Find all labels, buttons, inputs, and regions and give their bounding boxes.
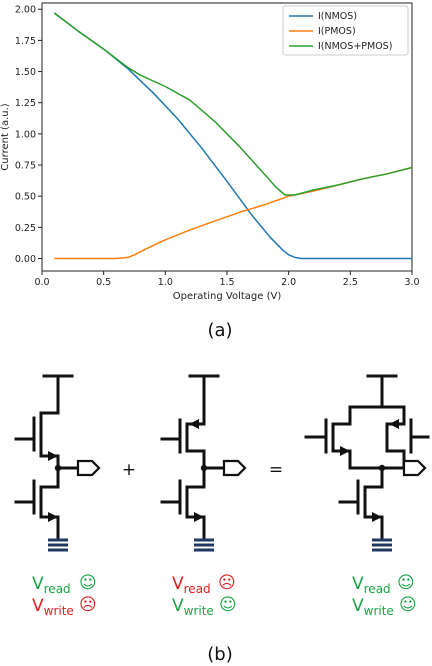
y-tick-label: 1.75 — [15, 36, 36, 47]
y-tick-label: 1.00 — [15, 129, 36, 140]
circuit-right — [304, 374, 430, 552]
equals-operator: = — [269, 460, 283, 480]
y-axis-label: Current (a.u.) — [0, 103, 11, 170]
label-middle: Vread ☹ Vwrite ☺ — [172, 573, 237, 618]
frown-icon: ☹ — [218, 573, 236, 593]
vwrite-label: Vwrite — [352, 596, 394, 618]
circuit-middle — [160, 374, 247, 552]
x-tick-label: 0.0 — [34, 277, 49, 288]
frown-icon: ☹ — [79, 595, 97, 615]
x-tick-label: 0.5 — [96, 277, 111, 288]
series-lines — [53, 12, 413, 260]
y-ticks: 0.00 0.25 0.50 0.75 1.00 1.25 1.50 1.75 2.00 — [15, 5, 42, 265]
x-tick-label: 1.5 — [219, 277, 234, 288]
x-axis-label: Operating Voltage (V) — [173, 291, 282, 302]
y-tick-label: 0.00 — [15, 254, 36, 265]
y-tick-label: 0.25 — [15, 223, 36, 234]
legend-label-pmos: I(PMOS) — [318, 26, 356, 37]
x-tick-label: 3.0 — [404, 277, 419, 288]
legend-label-nmos: I(NMOS) — [318, 11, 357, 22]
y-tick-label: 2.00 — [15, 5, 36, 16]
ground-symbol-left — [48, 538, 68, 552]
plus-operator: + — [122, 460, 136, 480]
vread-label: Vread — [352, 574, 391, 596]
smiley-icon: ☺ — [399, 595, 417, 615]
smiley-icon: ☺ — [219, 595, 237, 615]
y-tick-label: 0.50 — [15, 192, 36, 203]
x-ticks: 0.0 0.5 1.0 1.5 2.0 2.5 3.0 — [34, 271, 420, 288]
x-tick-label: 2.5 — [343, 277, 358, 288]
caption-a: (a) — [207, 320, 232, 341]
label-left: Vread ☺ Vwrite ☹ — [32, 573, 97, 618]
ground-symbol-middle — [194, 538, 214, 552]
vread-label: Vread — [172, 574, 211, 596]
legend: I(NMOS) I(PMOS) I(NMOS+PMOS) — [282, 5, 409, 56]
y-tick-label: 1.50 — [15, 67, 36, 78]
label-right: Vread ☺ Vwrite ☺ — [352, 573, 417, 618]
smiley-icon: ☺ — [79, 573, 97, 593]
y-tick-label: 1.25 — [15, 98, 36, 109]
vwrite-label: Vwrite — [172, 596, 214, 618]
smiley-icon: ☺ — [397, 573, 415, 593]
vwrite-label: Vwrite — [32, 596, 74, 618]
ground-symbol-right — [372, 538, 392, 552]
circuit-left — [14, 374, 101, 552]
caption-b: (b) — [207, 644, 232, 665]
x-tick-label: 1.0 — [158, 277, 173, 288]
vread-label: Vread — [32, 574, 71, 596]
legend-box — [282, 5, 409, 56]
chart: 0.0 0.5 1.0 1.5 2.0 2.5 3.0 0.00 0.25 0.50 0.75 1.… — [0, 2, 420, 302]
x-tick-label: 2.0 — [281, 277, 296, 288]
y-tick-label: 0.75 — [15, 161, 36, 172]
legend-label-total: I(NMOS+PMOS) — [318, 41, 392, 52]
series-line-total — [53, 12, 413, 196]
